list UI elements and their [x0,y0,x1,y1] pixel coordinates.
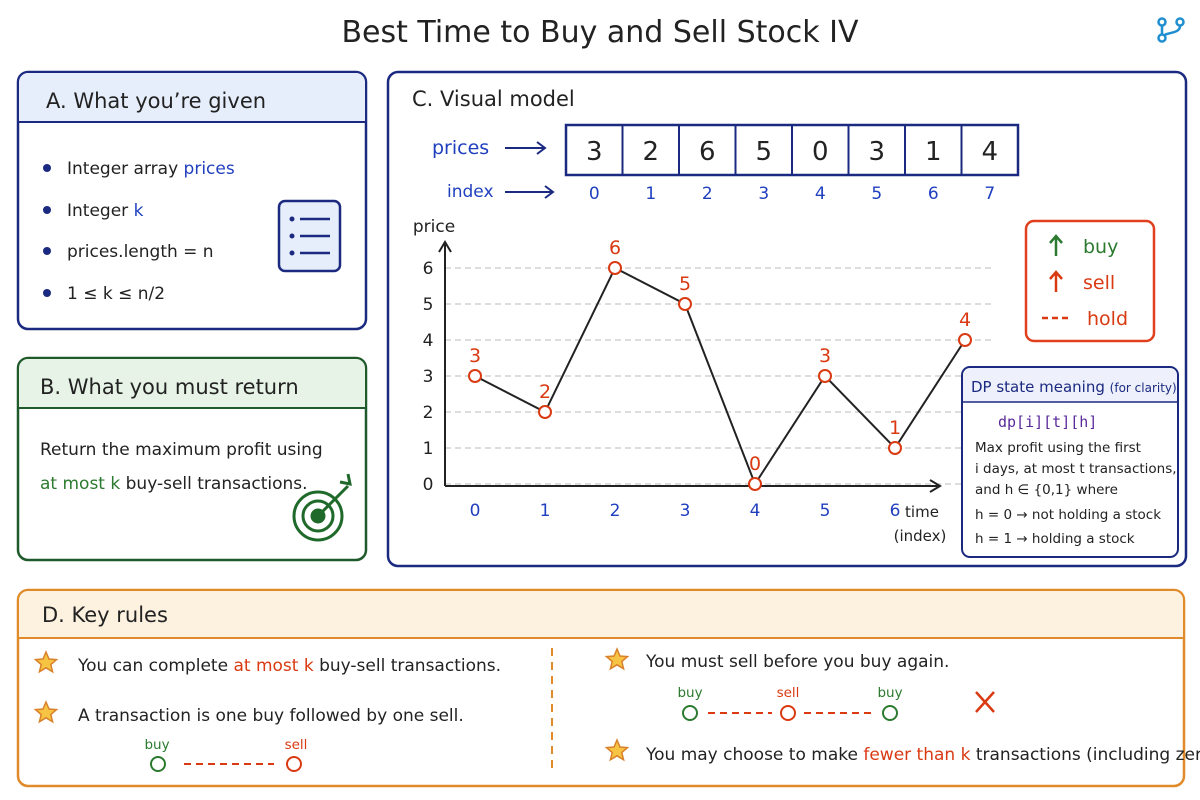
x-tick-label: 2 [610,501,621,521]
x-axis-unit: (index) [894,527,947,545]
x-tick-label: 5 [820,501,831,521]
y-tick-label: 3 [423,367,434,387]
point-label: 1 [889,417,901,439]
panel-model: C. Visual model prices index 3 0 2 1 6 2 5 3 0 4 3… [386,70,1188,568]
y-tick-label: 4 [423,331,434,351]
line: Return the maximum profit using [40,440,323,460]
point-label: 3 [819,345,831,367]
item: Integer array prices [67,159,235,179]
diagram-label: buy [144,737,169,753]
dp-line: Max profit using the first [975,440,1141,456]
panel-rules: D. Key rules You can complete at most k … [16,588,1200,788]
y-tick-label: 1 [423,439,434,459]
rule: You can complete at most k buy-sell tran… [77,656,501,676]
point-label: 2 [539,381,551,403]
array-value: 4 [981,137,998,167]
dp-heading: DP state meaning (for clarity) [971,378,1177,396]
array-value: 6 [699,137,716,167]
diagram-label: sell [285,737,308,753]
price-line [474,266,966,487]
prices-label: prices [432,137,489,159]
diagram-label: buy [677,685,702,701]
point-label: 5 [679,273,691,295]
y-tick-label: 2 [423,403,434,423]
point-label: 3 [469,345,481,367]
price-point [958,333,972,347]
rule: You may choose to make fewer than k tran… [645,745,1200,765]
point-label: 4 [959,309,971,331]
panel-return: B. What you must return Return the maxim… [16,356,368,562]
legend-hold: hold [1087,308,1128,330]
array-index: 5 [871,184,882,204]
price-point [888,441,902,455]
heading: C. Visual model [412,87,575,111]
y-tick-label: 6 [423,259,434,279]
price-point [678,297,692,311]
legend-buy: buy [1083,236,1118,258]
dp-line: i days, at most t transactions, [975,461,1177,477]
dp-line: h = 0 → not holding a stock [975,507,1161,523]
y-tick-label: 5 [423,295,434,315]
item: prices.length = n [67,242,214,262]
x-axis-label: time [905,503,939,521]
array-index: 3 [758,184,769,204]
price-point [608,261,622,275]
array-value: 2 [642,137,659,167]
rule: You must sell before you buy again. [645,652,949,672]
diagram-label: sell [777,685,800,701]
array-value: 1 [925,137,942,167]
x-tick-label: 0 [470,501,481,521]
x-tick-label: 1 [540,501,551,521]
price-point [748,477,762,491]
title: Best Time to Buy and Sell Stock IV [341,15,859,50]
x-tick-label: 6 [890,501,901,521]
x-tick-label: 4 [750,501,761,521]
heading: D. Key rules [42,603,168,627]
item: 1 ≤ k ≤ n/2 [67,284,165,304]
y-axis-label: price [413,217,455,237]
price-point [538,405,552,419]
array-value: 5 [755,137,772,167]
heading: B. What you must return [40,375,299,399]
legend-sell: sell [1083,272,1115,294]
diagram-label: buy [877,685,902,701]
panel-given: A. What you’re given Integer array price… [16,70,368,331]
array-index: 4 [815,184,826,204]
axes [438,240,942,493]
dp-formula: dp[i][t][h] [998,413,1097,431]
array-index: 7 [984,184,995,204]
point-label: 6 [609,237,621,259]
array-index: 0 [589,184,600,204]
array-value: 3 [586,137,603,167]
price-point [468,369,482,383]
line: at most k buy-sell transactions. [40,474,308,494]
price-point [818,369,832,383]
array-index: 6 [928,184,939,204]
item: Integer k [67,201,144,221]
dp-line: h = 1 → holding a stock [975,531,1135,547]
array-value: 3 [868,137,885,167]
array-value: 0 [812,137,829,167]
x-tick-label: 3 [680,501,691,521]
index-label: index [447,182,494,202]
rule: A transaction is one buy followed by one… [78,706,464,726]
array-index: 2 [702,184,713,204]
array-index: 1 [645,184,656,204]
point-label: 0 [749,453,761,475]
dp-line: and h ∈ {0,1} where [975,482,1118,498]
branch-icon [1157,17,1185,43]
heading: A. What you’re given [46,89,266,113]
y-tick-label: 0 [423,475,434,495]
